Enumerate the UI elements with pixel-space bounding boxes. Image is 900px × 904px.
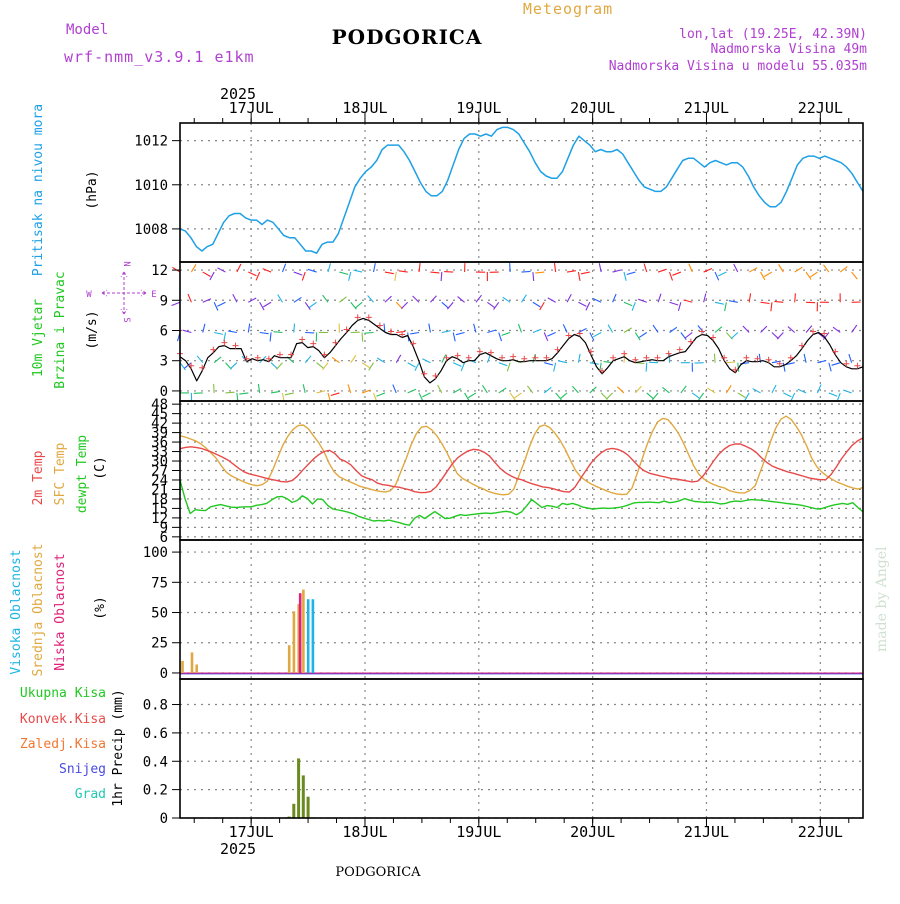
elevation-text: Nadmorska Visina 49m xyxy=(710,42,867,57)
wind-label-1: 10m Vjetar xyxy=(31,299,46,377)
precip-y-tick-label: 0 xyxy=(160,811,168,827)
temp-y-tick-label: 48 xyxy=(151,397,168,413)
year-label-bottom: 2025 xyxy=(220,840,256,858)
cloud-bar-mid xyxy=(181,661,184,673)
model-elevation-text: Nadmorska Visina u modelu 55.035m xyxy=(609,59,867,74)
precip-unit: 1hr Precip (mm) xyxy=(111,689,126,806)
precip-y-tick-label: 0.6 xyxy=(143,726,168,742)
wind-y-tick-label: 3 xyxy=(160,354,168,370)
temp-dewpt-label: dewpt Temp xyxy=(75,435,90,513)
cloud-bar-mid xyxy=(195,665,198,674)
pressure-unit: (hPa) xyxy=(85,170,100,209)
pressure-y-tick-label: 1010 xyxy=(134,178,168,194)
precip-y-tick-label: 0.8 xyxy=(143,698,168,714)
wind-y-tick-label: 12 xyxy=(151,263,168,279)
wind-barb-arrow xyxy=(226,392,235,393)
pressure-y-tick-label: 1008 xyxy=(134,222,168,238)
cloud-mid-label: Srednja Oblacnost xyxy=(31,543,46,676)
cloud-bar-high xyxy=(307,599,310,673)
watermark: made by Angel xyxy=(874,546,890,652)
wind-barb-arrow xyxy=(522,271,531,272)
precip-y-tick-label: 0.4 xyxy=(143,754,168,770)
cloud-bar-low xyxy=(299,593,302,673)
meteogram-label: Meteogram xyxy=(523,0,613,18)
wind-barb-arrow xyxy=(715,354,716,363)
cloud-y-tick-label: 100 xyxy=(143,545,168,561)
cloud-low-label: Niska Oblacnost xyxy=(53,553,68,670)
model-label: Model xyxy=(66,22,108,38)
cloud-bar-mid xyxy=(302,590,305,673)
cloud-bar-high xyxy=(312,599,315,673)
cloud-bar-mid xyxy=(191,652,194,673)
model-name: wrf-nmm_v3.9.1 e1km xyxy=(64,48,255,66)
precip-legend-graupel: Grad xyxy=(75,787,106,802)
footer-city: PODGORICA xyxy=(335,865,421,880)
precip-y-tick-label: 0.2 xyxy=(143,783,168,799)
precip-legend-conv: Konvek.Kisa xyxy=(20,712,106,727)
cloud-bar-mid xyxy=(293,611,296,673)
cloud-high-label: Visoka Oblacnost xyxy=(9,549,24,674)
precip-bar-total xyxy=(307,797,310,818)
pressure-y-tick-label: 1012 xyxy=(134,134,168,150)
wind-y-tick-label: 9 xyxy=(160,293,168,309)
compass-north: N xyxy=(121,261,131,266)
wind-label-2: Brzina i Pravac xyxy=(53,271,68,388)
precip-bar-total xyxy=(297,758,300,818)
cloud-bar-mid xyxy=(288,645,291,673)
wind-barb-arrow xyxy=(365,332,374,333)
cloud-y-tick-label: 75 xyxy=(151,575,168,591)
wind-y-tick-label: 6 xyxy=(160,323,168,339)
precip-legend-frozen: Zaledj.Kisa xyxy=(20,737,106,752)
wind-unit: (m/s) xyxy=(85,310,100,349)
page-title: PODGORICA xyxy=(332,25,483,49)
compass-west: W xyxy=(86,290,92,300)
wind-barb-arrow xyxy=(294,324,295,333)
precip-bar-total xyxy=(302,775,305,818)
compass-south: S xyxy=(121,317,131,322)
temp-sfc-label: SFC Temp xyxy=(53,443,68,506)
temp-2m-label: 2m Temp xyxy=(31,450,46,505)
precip-bar-total xyxy=(292,804,295,818)
precip-legend-snow: Snijeg xyxy=(59,762,106,777)
temp-unit: (C) xyxy=(93,456,108,479)
cloud-y-tick-label: 50 xyxy=(151,606,168,622)
coords-text: lon,lat (19.25E, 42.39N) xyxy=(679,27,867,42)
pressure-label: Pritisak na nivou mora xyxy=(31,104,46,276)
cloud-y-tick-label: 25 xyxy=(151,636,168,652)
precip-legend-total: Ukupna Kisa xyxy=(20,686,106,701)
cloud-y-tick-label: 0 xyxy=(160,666,168,682)
wind-barb-arrow xyxy=(646,363,647,372)
compass-east: E xyxy=(151,290,156,300)
wind-barb-arrow xyxy=(214,384,215,393)
wind-barb-arrow xyxy=(726,362,735,363)
wind-barb-arrow xyxy=(441,272,442,281)
wind-barb-arrow xyxy=(795,293,796,302)
cloud-unit: (%) xyxy=(93,596,108,619)
